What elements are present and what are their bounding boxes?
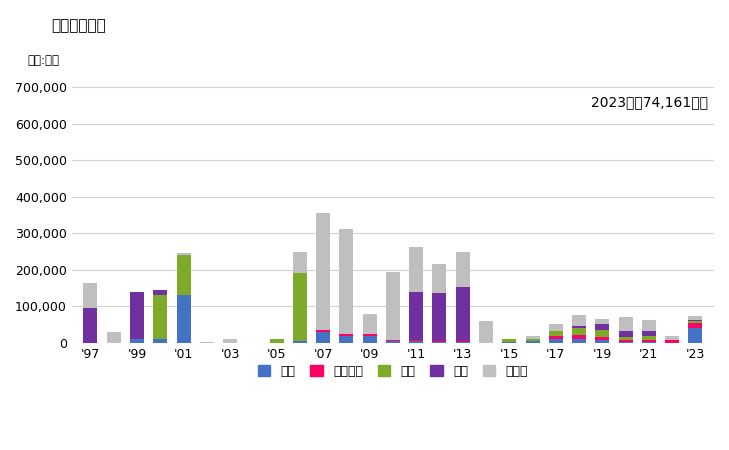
Bar <box>409 341 423 343</box>
Bar <box>642 342 656 343</box>
Bar <box>432 341 446 342</box>
Legend: 中国, ベトナム, 韓国, 台湾, その他: 中国, ベトナム, 韓国, 台湾, その他 <box>253 360 533 382</box>
Bar <box>596 324 609 330</box>
Bar <box>549 331 563 336</box>
Bar <box>432 264 446 293</box>
Bar <box>688 328 702 343</box>
Bar <box>619 340 633 342</box>
Bar <box>293 274 307 341</box>
Bar <box>619 331 633 337</box>
Bar <box>456 342 469 343</box>
Bar <box>642 320 656 331</box>
Bar <box>153 295 167 339</box>
Bar <box>619 342 633 343</box>
Bar <box>456 252 469 287</box>
Bar <box>688 320 702 321</box>
Bar <box>363 336 377 343</box>
Bar <box>665 336 679 340</box>
Bar <box>386 341 400 343</box>
Bar <box>526 339 539 341</box>
Bar <box>549 324 563 331</box>
Bar <box>502 342 516 343</box>
Bar <box>688 316 702 320</box>
Text: 輸出量の推移: 輸出量の推移 <box>51 18 106 33</box>
Bar <box>84 283 98 308</box>
Bar <box>409 247 423 292</box>
Bar <box>340 336 354 343</box>
Bar <box>84 308 98 343</box>
Text: 2023年：74,161トン: 2023年：74,161トン <box>590 95 708 109</box>
Bar <box>596 340 609 343</box>
Bar <box>153 339 167 343</box>
Bar <box>223 339 237 343</box>
Bar <box>363 315 377 334</box>
Bar <box>176 295 190 343</box>
Bar <box>642 331 656 336</box>
Bar <box>293 252 307 274</box>
Bar <box>176 253 190 255</box>
Bar <box>596 319 609 324</box>
Bar <box>176 255 190 295</box>
Bar <box>316 330 330 332</box>
Bar <box>409 292 423 340</box>
Bar <box>386 272 400 340</box>
Bar <box>642 336 656 340</box>
Bar <box>502 339 516 342</box>
Bar <box>572 326 586 328</box>
Bar <box>293 341 307 343</box>
Bar <box>106 332 121 343</box>
Bar <box>130 292 144 339</box>
Bar <box>316 213 330 330</box>
Bar <box>386 340 400 341</box>
Bar <box>130 339 144 343</box>
Bar <box>549 339 563 343</box>
Bar <box>572 339 586 343</box>
Bar <box>619 337 633 340</box>
Bar <box>526 341 539 343</box>
Bar <box>456 287 469 342</box>
Bar <box>596 330 609 337</box>
Bar <box>688 323 702 328</box>
Bar <box>270 339 284 343</box>
Bar <box>572 328 586 335</box>
Bar <box>432 293 446 341</box>
Bar <box>479 321 493 343</box>
Bar <box>549 336 563 339</box>
Bar <box>340 334 354 336</box>
Bar <box>665 340 679 343</box>
Bar <box>340 229 354 334</box>
Bar <box>596 337 609 340</box>
Bar <box>432 342 446 343</box>
Bar <box>316 332 330 343</box>
Bar <box>409 340 423 341</box>
Bar <box>153 290 167 295</box>
Text: 単位:トン: 単位:トン <box>27 54 59 67</box>
Bar <box>363 334 377 336</box>
Bar <box>688 321 702 323</box>
Bar <box>526 336 539 339</box>
Bar <box>200 342 214 343</box>
Bar <box>572 315 586 326</box>
Bar <box>572 335 586 339</box>
Bar <box>642 340 656 342</box>
Bar <box>619 317 633 331</box>
